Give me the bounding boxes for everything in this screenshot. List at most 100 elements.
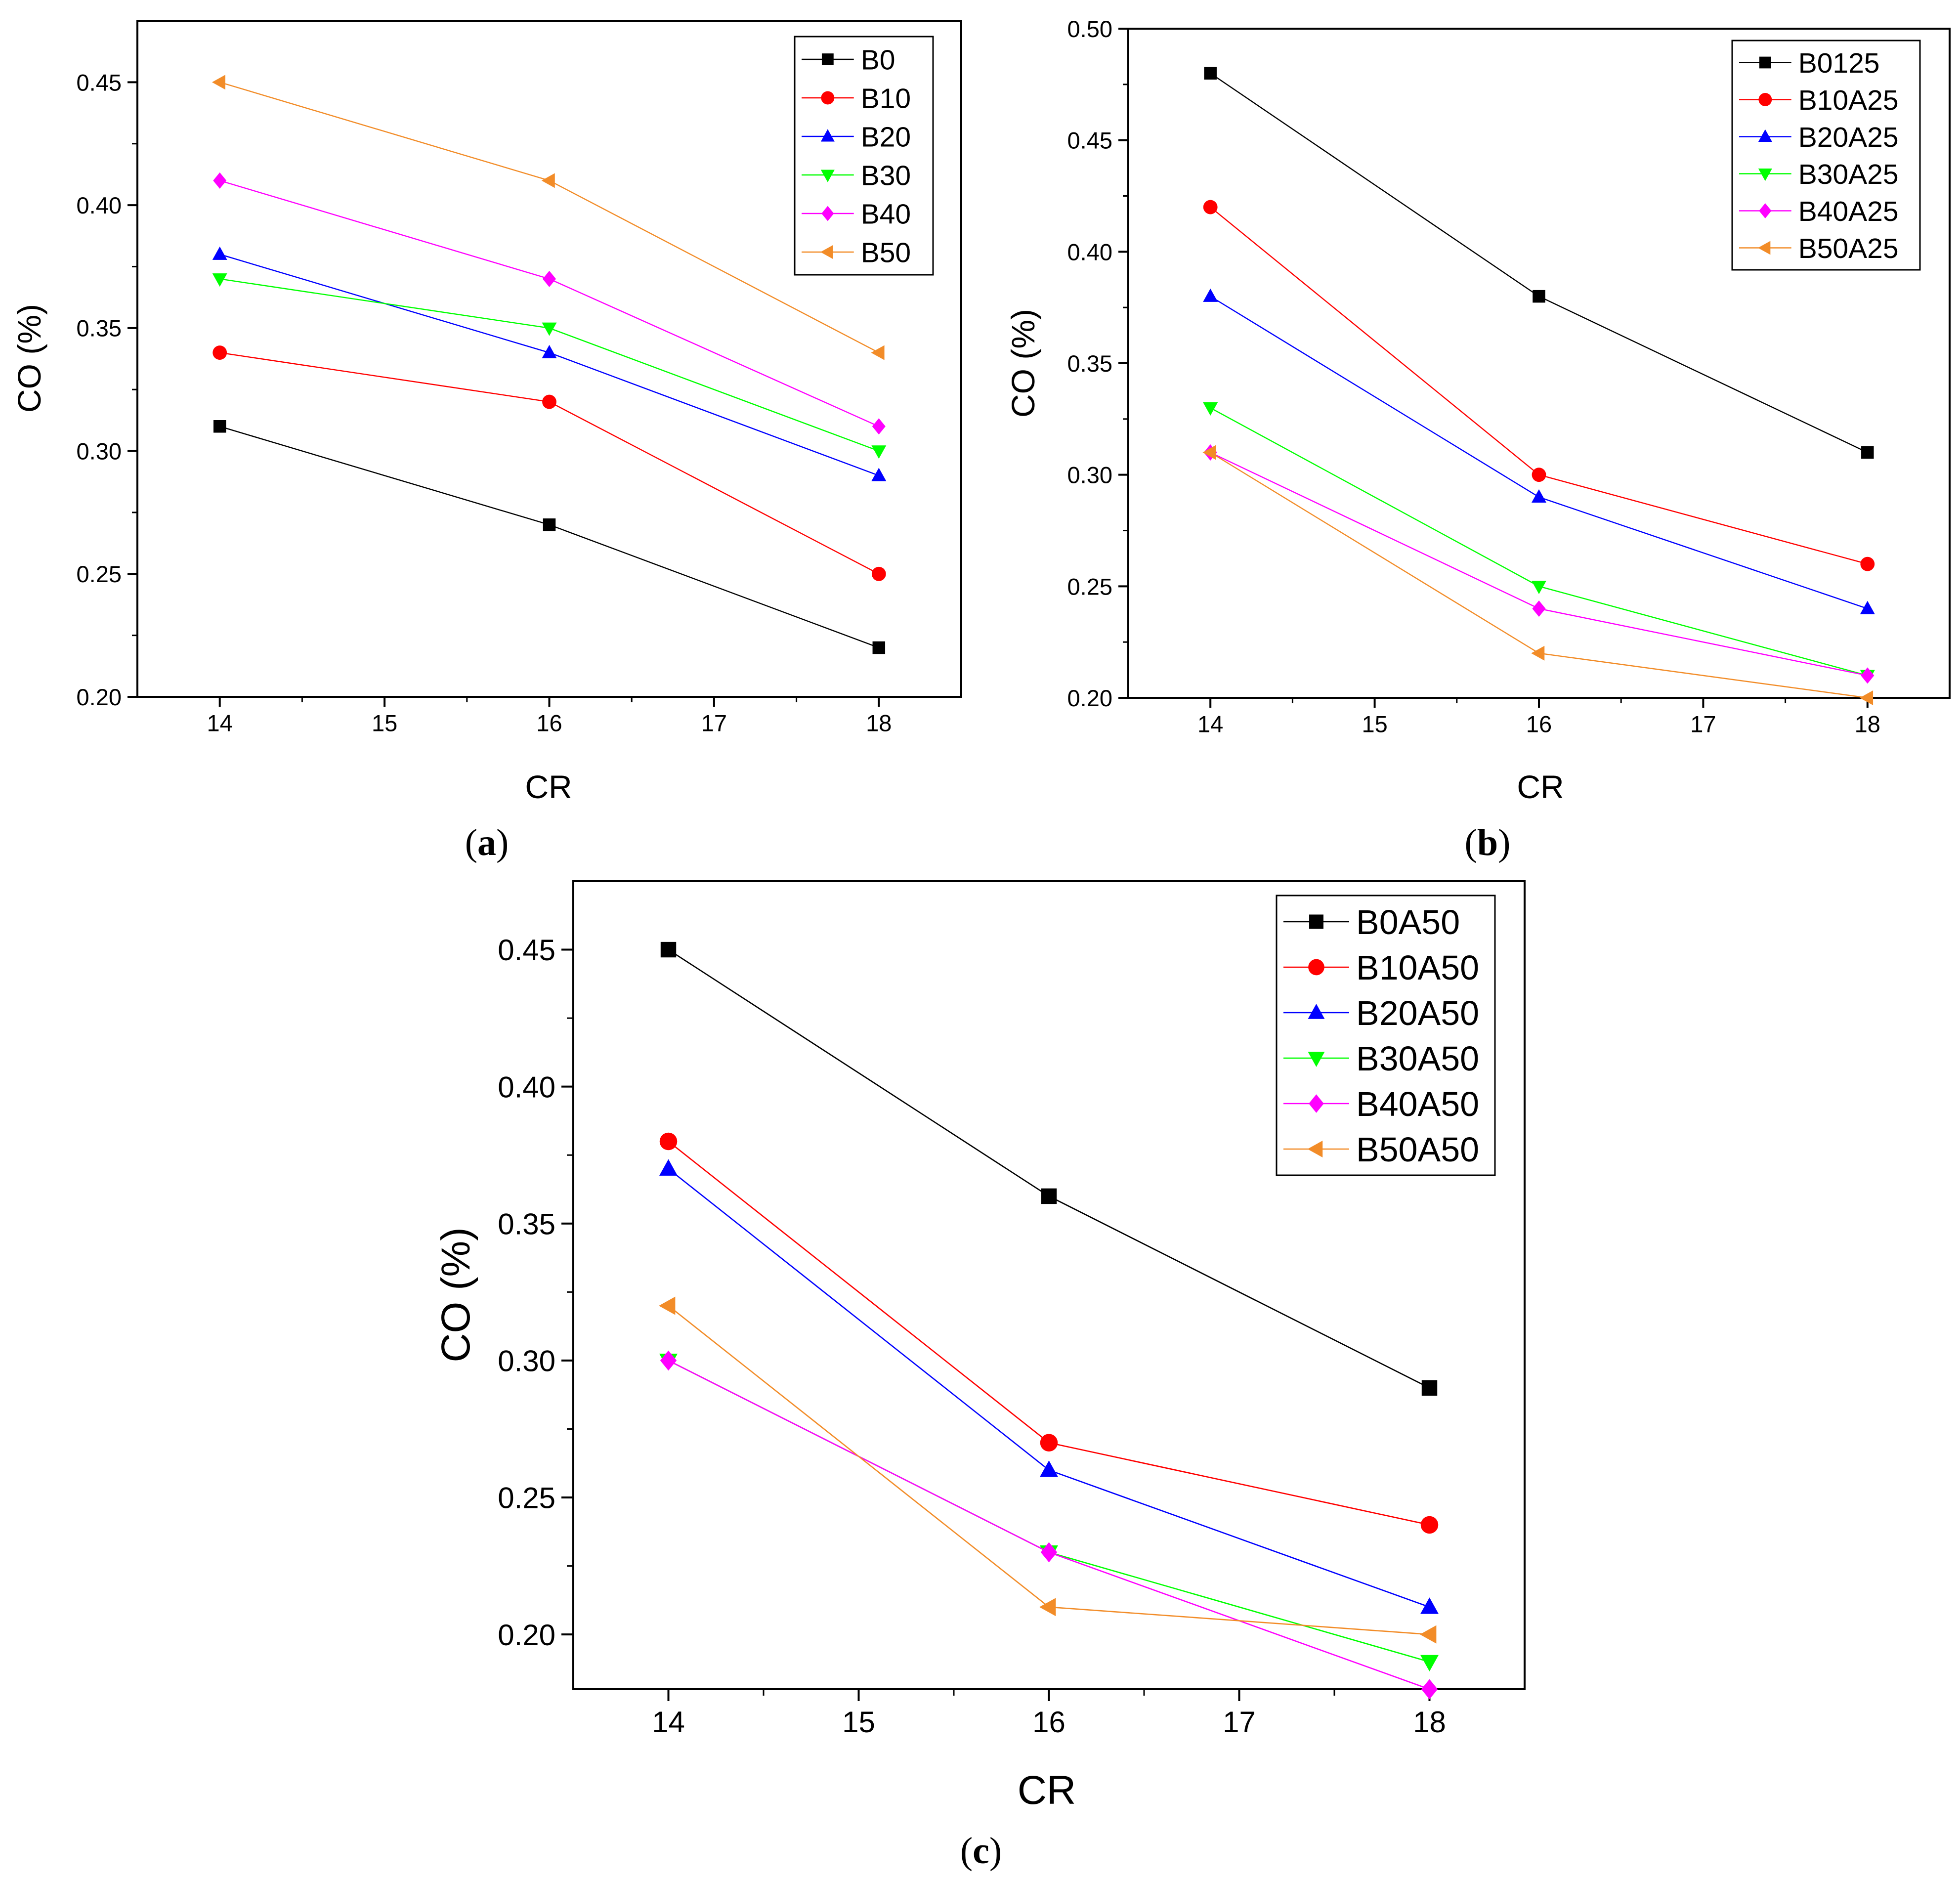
data-point-b30 bbox=[212, 273, 227, 287]
x-tick-label: 14 bbox=[1197, 711, 1223, 737]
data-point-b20a25 bbox=[1532, 489, 1546, 503]
legend-marker bbox=[1758, 93, 1772, 106]
legend-marker bbox=[1308, 1004, 1325, 1019]
y-tick-label: 0.25 bbox=[77, 561, 122, 587]
chart-panel-a: CR CO (%) (a) 14 15 16 17 18 0.20 0.25 0.30 0.35… bbox=[11, 20, 962, 863]
y-tick-label: 0.25 bbox=[1067, 573, 1112, 599]
y-tick-label: 0.50 bbox=[1067, 16, 1112, 42]
data-point-b50a50 bbox=[659, 1296, 676, 1315]
y-tick-label: 0.40 bbox=[498, 1070, 555, 1104]
y-tick-label: 0.20 bbox=[77, 684, 122, 710]
y-axis-title: CO (%) bbox=[11, 304, 47, 413]
data-point-b50a50 bbox=[1420, 1625, 1437, 1644]
legend-label: B40A25 bbox=[1798, 196, 1899, 227]
legend-label: B30A25 bbox=[1798, 159, 1899, 190]
y-tick-label: 0.30 bbox=[77, 438, 122, 464]
panel-label-c: (c) bbox=[960, 1830, 1002, 1872]
x-tick-label: 15 bbox=[1362, 711, 1387, 737]
data-point-b0a50 bbox=[660, 941, 677, 958]
legend-box bbox=[794, 36, 934, 276]
data-point-b30 bbox=[542, 322, 557, 336]
legend-label: B10A50 bbox=[1356, 948, 1479, 987]
y-tick-label: 0.20 bbox=[1067, 685, 1112, 711]
legend-marker bbox=[820, 129, 835, 142]
data-point-b50 bbox=[541, 173, 555, 188]
y-tick-label: 0.20 bbox=[498, 1619, 555, 1652]
legend-marker bbox=[1758, 129, 1772, 142]
panel-label-a: (a) bbox=[465, 822, 509, 863]
data-point-b10a25 bbox=[1860, 556, 1875, 571]
x-tick-label: 14 bbox=[652, 1706, 685, 1739]
y-tick-label: 0.25 bbox=[498, 1482, 555, 1515]
chart-panel-c: CR CO (%) (c) 14 15 16 17 18 0.20 0.25 0.30 0.35… bbox=[433, 880, 1526, 1872]
x-axis-title: CR bbox=[1517, 769, 1564, 805]
data-point-b0125 bbox=[1204, 67, 1217, 80]
data-point-b20 bbox=[542, 344, 557, 358]
legend-label: B20A50 bbox=[1356, 994, 1479, 1032]
x-tick-label: 15 bbox=[372, 710, 397, 736]
chart-panel-b: CR CO (%) (b) 14 15 16 17 18 0.20 0.25 0.30 0.35… bbox=[1005, 16, 1951, 863]
y-tick-label: 0.40 bbox=[77, 192, 122, 218]
data-point-b50a50 bbox=[1039, 1598, 1056, 1617]
data-point-b10a25 bbox=[1203, 200, 1218, 214]
data-point-b40 bbox=[872, 418, 886, 435]
legend-marker bbox=[821, 206, 834, 221]
x-tick-label: 17 bbox=[701, 710, 727, 736]
data-point-b40 bbox=[213, 172, 227, 189]
legend-label: B20A25 bbox=[1798, 122, 1899, 153]
data-point-b50a25 bbox=[1860, 690, 1874, 705]
data-point-b50a25 bbox=[1202, 445, 1216, 460]
x-tick-label: 15 bbox=[842, 1706, 875, 1739]
legend-marker bbox=[1308, 1052, 1325, 1067]
x-tick-label: 16 bbox=[536, 710, 562, 736]
legend-label: B30A50 bbox=[1356, 1039, 1479, 1078]
legend-marker bbox=[1758, 169, 1772, 181]
legend-label: B50A50 bbox=[1356, 1130, 1479, 1169]
y-axis-title: CO (%) bbox=[433, 1227, 478, 1362]
legend-label: B40 bbox=[861, 199, 911, 230]
data-point-b50 bbox=[212, 75, 225, 90]
y-tick-label: 0.30 bbox=[498, 1345, 555, 1378]
data-point-b10a50 bbox=[1420, 1516, 1439, 1534]
data-point-b10a50 bbox=[1040, 1434, 1058, 1452]
data-point-b40a25 bbox=[1532, 600, 1546, 617]
data-point-b0 bbox=[872, 641, 886, 654]
panel-label-b: (b) bbox=[1465, 822, 1511, 863]
data-point-b10 bbox=[542, 394, 556, 409]
x-tick-label: 16 bbox=[1032, 1706, 1065, 1739]
data-point-b20a50 bbox=[1420, 1597, 1439, 1614]
legend-marker bbox=[1307, 1141, 1323, 1157]
data-point-b20a25 bbox=[1203, 288, 1218, 302]
legend-label: B0 bbox=[861, 44, 895, 76]
data-point-b40a25 bbox=[1861, 667, 1875, 684]
data-point-b10 bbox=[213, 345, 227, 360]
y-tick-label: 0.30 bbox=[1067, 462, 1112, 488]
data-point-b20a50 bbox=[1040, 1460, 1058, 1477]
data-point-b40a50 bbox=[660, 1350, 677, 1371]
legend-marker bbox=[821, 91, 835, 105]
data-point-b40a50 bbox=[1040, 1542, 1058, 1563]
data-point-b0 bbox=[543, 518, 556, 531]
data-point-b0 bbox=[213, 420, 226, 433]
x-tick-label: 14 bbox=[207, 710, 233, 736]
legend-label: B10 bbox=[861, 83, 911, 115]
y-tick-label: 0.35 bbox=[77, 315, 122, 342]
legend-marker bbox=[1309, 914, 1323, 929]
data-point-b0a50 bbox=[1041, 1188, 1057, 1204]
legend-label: B30 bbox=[861, 160, 911, 192]
data-point-b30 bbox=[871, 445, 887, 459]
legend-box bbox=[1276, 895, 1496, 1176]
data-point-b10a25 bbox=[1532, 468, 1546, 482]
data-point-b30a25 bbox=[1203, 402, 1218, 416]
data-point-b10 bbox=[871, 566, 886, 581]
y-tick-label: 0.45 bbox=[498, 934, 555, 967]
legend-marker bbox=[1759, 56, 1771, 69]
data-point-b30a25 bbox=[1532, 581, 1546, 595]
data-point-b30a50 bbox=[1420, 1655, 1439, 1672]
data-point-b50a25 bbox=[1531, 645, 1545, 661]
legend-marker bbox=[1758, 241, 1771, 255]
data-point-b40a50 bbox=[1421, 1679, 1438, 1700]
legend-box bbox=[1731, 40, 1921, 271]
